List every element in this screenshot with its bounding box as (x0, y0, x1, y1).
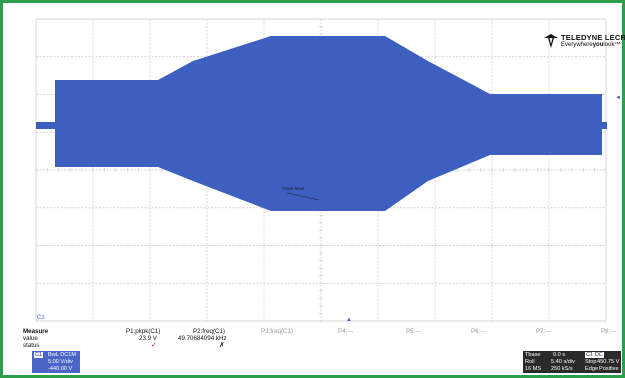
timebase-trigger-descriptor[interactable]: Tbase 0.0 s C1 DC Roll 5.40 s/div Stop 4… (523, 351, 621, 373)
param-p4-name[interactable]: P4:--- (338, 328, 354, 335)
trace-annotation-label: Trace label (282, 186, 304, 191)
oscilloscope-display: Trace label C1 ▲ ◄ (35, 18, 621, 323)
timebase-tdiv: 5.40 s/div (551, 359, 575, 365)
channel-vdiv: 5.00 V/div (48, 359, 73, 365)
value-row-label: value (23, 335, 38, 342)
channel-name: C1 (34, 352, 44, 358)
param-p5-name[interactable]: P5:--- (406, 328, 422, 335)
param-p1-value: 23.9 V (139, 335, 157, 342)
param-p2-status-cross-icon: ✗ (219, 342, 225, 349)
trigger-slope: Positive (599, 366, 619, 372)
trigger-level-marker[interactable]: ◄ (615, 95, 621, 101)
param-p1-name[interactable]: P1:pkpk(C1) (126, 328, 161, 335)
timebase-samples: 16 MS (525, 366, 542, 372)
param-p7-name[interactable]: P7:--- (536, 328, 552, 335)
measurement-table: Measure value status P1:pkpk(C1) 23.9 V … (23, 321, 623, 355)
channel-offset: -440.00 V (48, 366, 73, 372)
waveform-trace (36, 36, 607, 211)
trace-annotation-leader (286, 192, 320, 201)
trigger-edge: Edge (585, 366, 599, 372)
channel-coupling: BwL DC1M (48, 352, 77, 358)
trigger-level: 450.75 V (597, 359, 620, 365)
channel-c1-descriptor[interactable]: C1 BwL DC1M 5.00 V/div -440.00 V (32, 351, 80, 373)
brand-name: TELEDYNE LECROY (561, 33, 625, 42)
trigger-mode: C1 DC (585, 352, 604, 358)
param-p2-name[interactable]: P2:freq(C1) (193, 328, 225, 335)
timebase-roll: Roll (525, 359, 535, 365)
timebase-label: Tbase (525, 352, 541, 358)
timebase-offset: 0.0 s (553, 352, 566, 358)
param-p8-name[interactable]: P8:--- (601, 328, 617, 335)
measure-row-label: Measure (23, 328, 49, 335)
brand-logo: TELEDYNE LECROY Everywhereyoulook™ (543, 33, 625, 57)
param-p6-name[interactable]: P6:--- (471, 328, 487, 335)
param-p1-status-check-icon: ✓ (151, 342, 157, 349)
trigger-stop: Stop (585, 359, 597, 365)
param-p2-value: 49.70684094 kHz (178, 335, 227, 342)
ground-level-marker[interactable]: C1 (37, 315, 45, 321)
param-p3-name[interactable]: P3:freq(C1) (261, 328, 293, 335)
brand-tagline: Everywhereyoulook™ (561, 42, 621, 48)
timebase-sample-rate: 250 kS/s (551, 366, 573, 372)
teledyne-logo-icon (544, 34, 558, 48)
status-row-label: status (23, 342, 40, 349)
trigger-position-marker[interactable]: ▲ (346, 317, 352, 323)
